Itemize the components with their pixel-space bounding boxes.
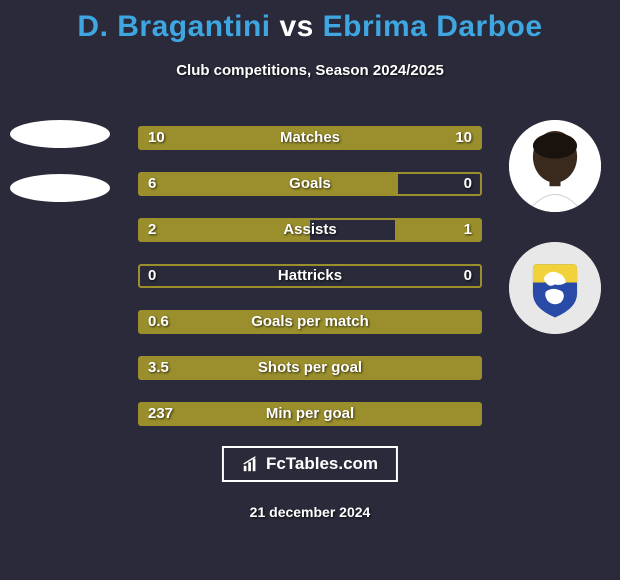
stat-row-matches: 10Matches10 bbox=[138, 126, 482, 150]
stat-label: Goals bbox=[140, 175, 480, 192]
brand-box: FcTables.com bbox=[222, 446, 398, 482]
stat-label: Matches bbox=[140, 129, 480, 146]
subtitle: Club competitions, Season 2024/2025 bbox=[0, 62, 620, 79]
stat-value-right: 10 bbox=[455, 129, 472, 146]
stat-value-right: 0 bbox=[464, 267, 472, 284]
player1-avatar-placeholder-1 bbox=[10, 120, 110, 148]
stats-bars: 10Matches106Goals02Assists10Hattricks00.… bbox=[138, 126, 482, 448]
stat-label: Shots per goal bbox=[140, 359, 480, 376]
stat-row-shots-per-goal: 3.5Shots per goal bbox=[138, 356, 482, 380]
player1-name: D. Bragantini bbox=[77, 10, 270, 43]
stat-row-min-per-goal: 237Min per goal bbox=[138, 402, 482, 426]
stat-label: Goals per match bbox=[140, 313, 480, 330]
player2-team-logo bbox=[509, 242, 601, 334]
player2-face-icon bbox=[509, 120, 601, 212]
stat-label: Hattricks bbox=[140, 267, 480, 284]
stat-label: Assists bbox=[140, 221, 480, 238]
stat-label: Min per goal bbox=[140, 405, 480, 422]
stat-row-goals-per-match: 0.6Goals per match bbox=[138, 310, 482, 334]
stat-row-goals: 6Goals0 bbox=[138, 172, 482, 196]
stat-row-assists: 2Assists1 bbox=[138, 218, 482, 242]
player1-avatar-placeholder-2 bbox=[10, 174, 110, 202]
player2-avatar bbox=[509, 120, 601, 212]
stat-row-hattricks: 0Hattricks0 bbox=[138, 264, 482, 288]
date-text: 21 december 2024 bbox=[250, 504, 371, 520]
stat-value-right: 1 bbox=[464, 221, 472, 238]
stat-value-right: 0 bbox=[464, 175, 472, 192]
team-shield-icon bbox=[509, 242, 601, 334]
brand-text: FcTables.com bbox=[266, 454, 378, 474]
player2-avatar-zone bbox=[500, 120, 610, 364]
player1-avatar-zone bbox=[10, 120, 120, 228]
page-title: D. Bragantini vs Ebrima Darboe bbox=[0, 0, 620, 44]
vs-text: vs bbox=[279, 10, 313, 43]
player2-name: Ebrima Darboe bbox=[323, 10, 543, 43]
brand-logo-icon bbox=[242, 455, 260, 473]
